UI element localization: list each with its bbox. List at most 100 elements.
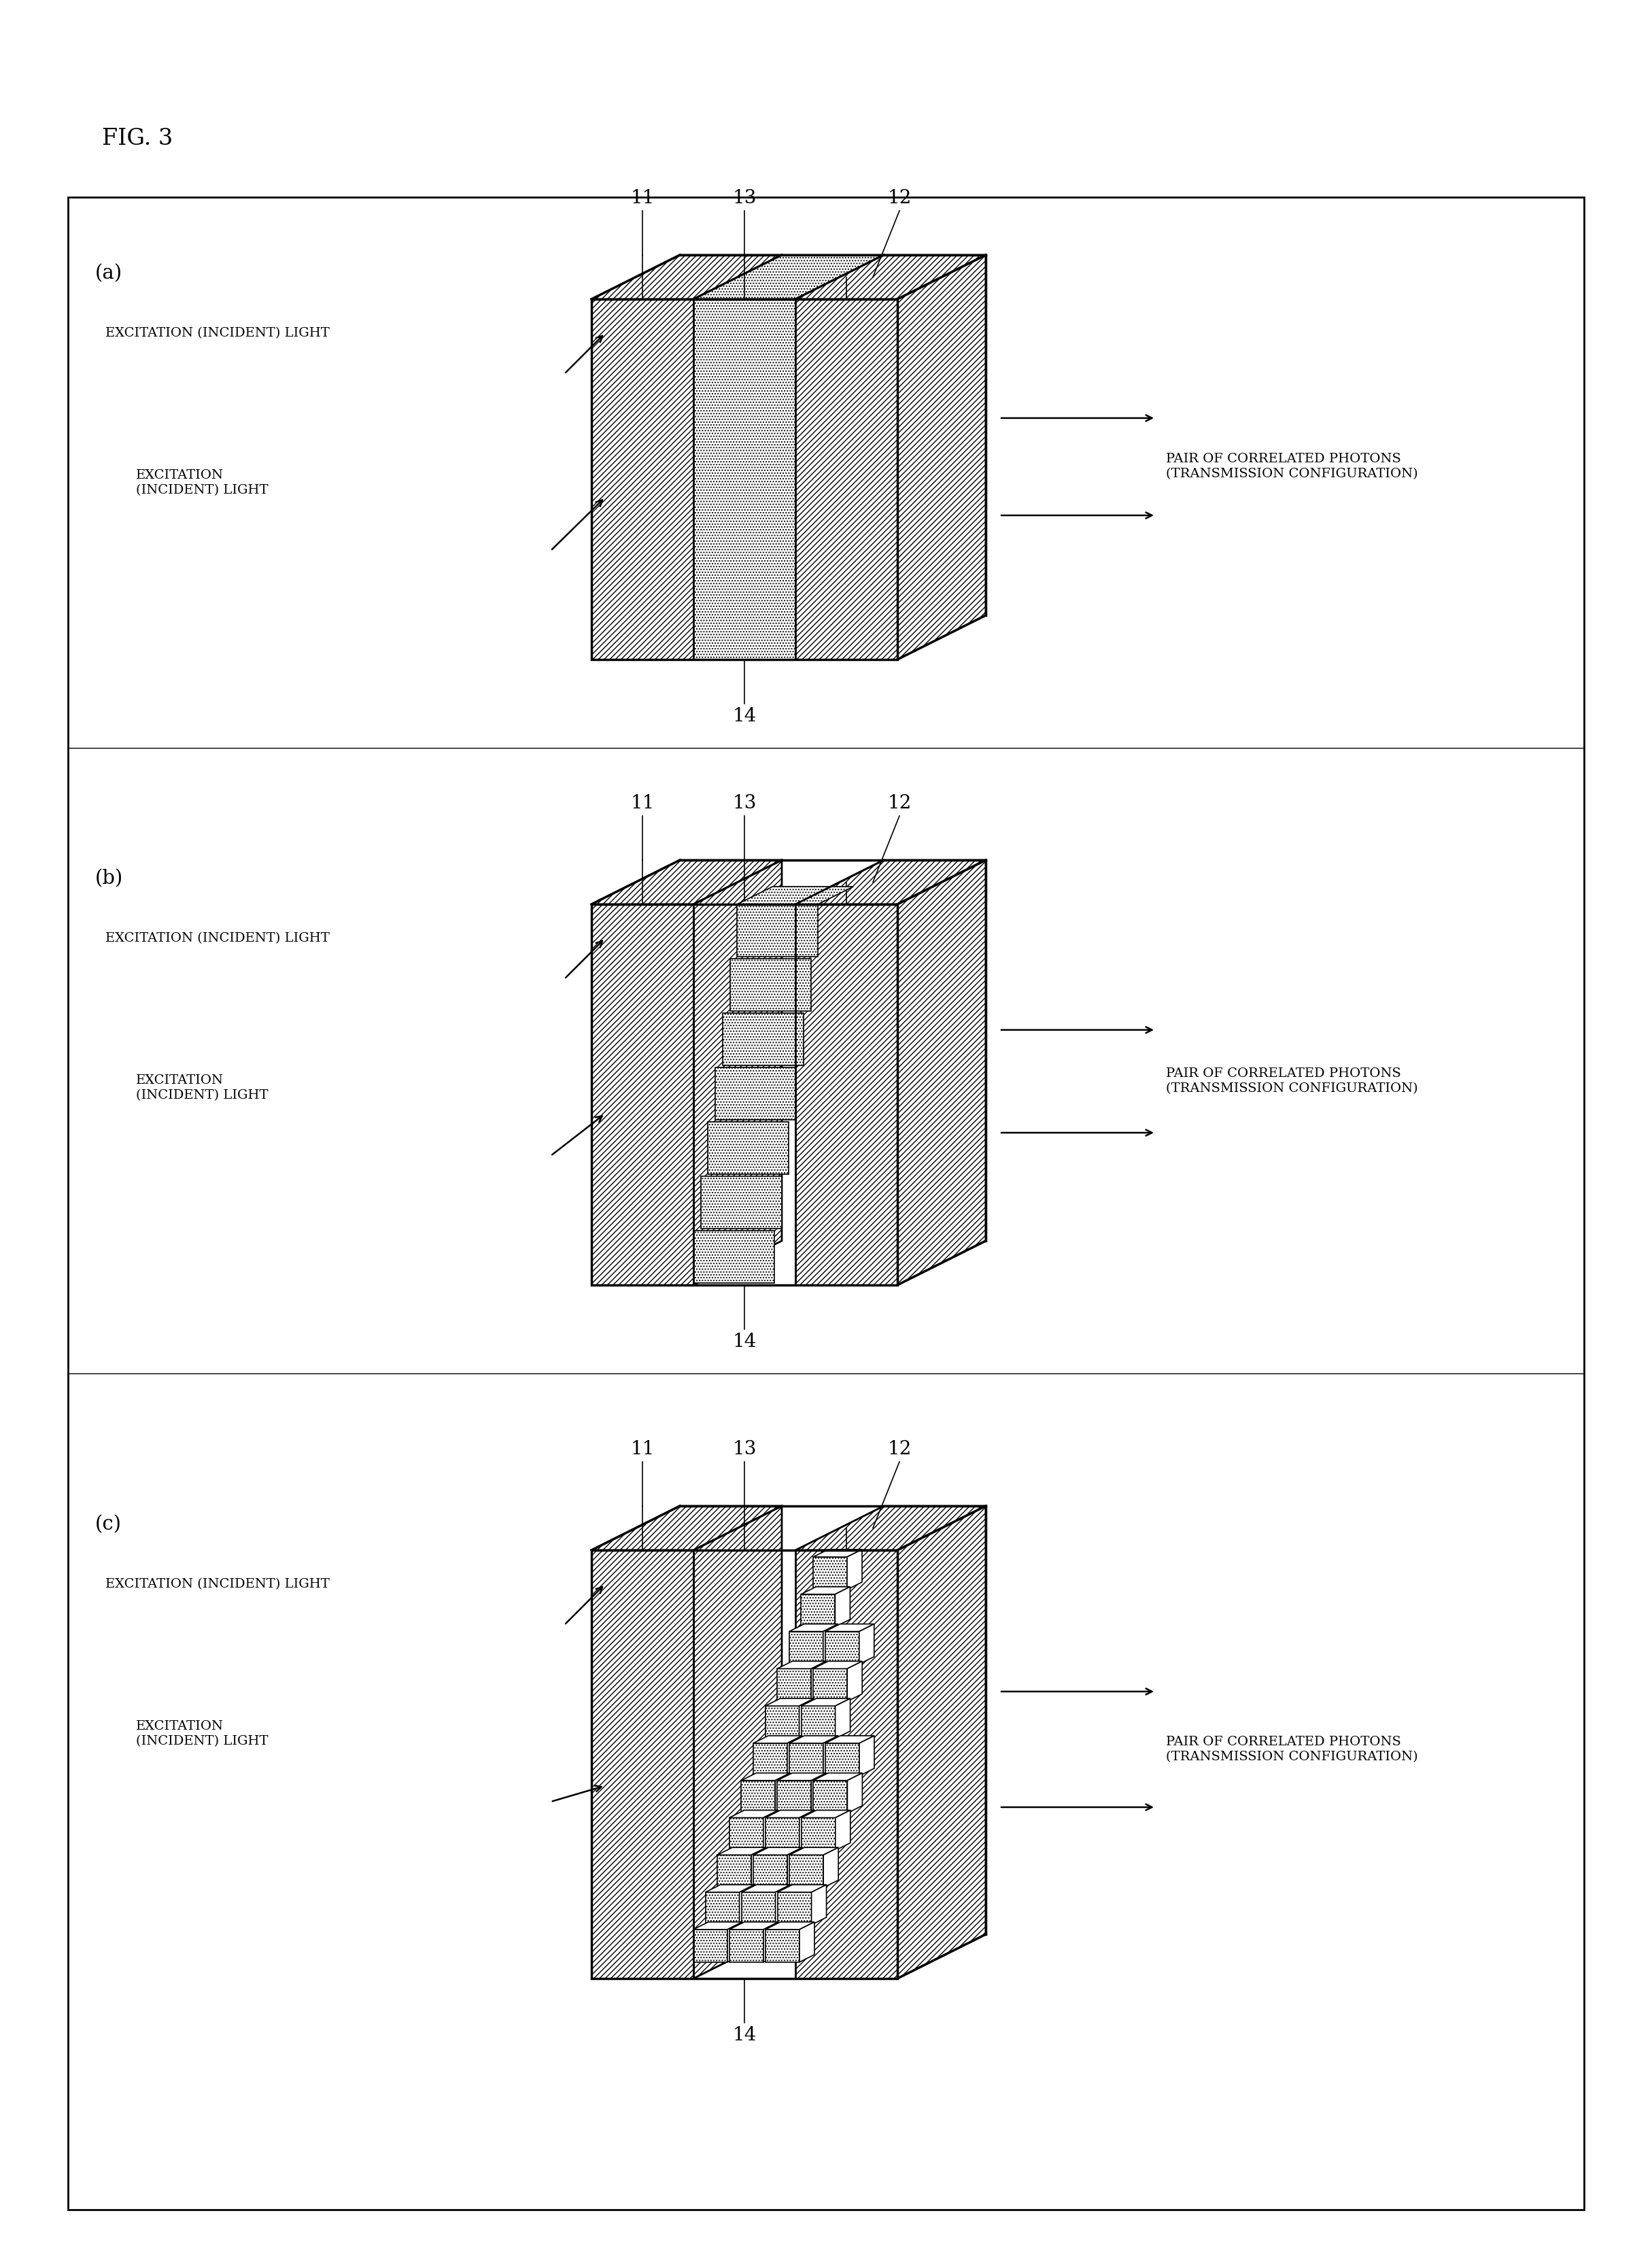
Bar	[790, 1855, 823, 1889]
Bar	[729, 1817, 763, 1850]
Text: 11: 11	[631, 794, 654, 812]
Text: 11: 11	[631, 188, 654, 206]
Bar	[801, 1707, 836, 1738]
Polygon shape	[795, 256, 884, 659]
Polygon shape	[727, 1922, 742, 1963]
Polygon shape	[790, 1624, 838, 1631]
Bar	[591, 904, 897, 1285]
Text: 13: 13	[732, 188, 757, 206]
Bar	[742, 1781, 775, 1812]
Polygon shape	[847, 1662, 862, 1702]
Polygon shape	[591, 859, 781, 904]
Bar	[715, 1068, 796, 1119]
Bar	[778, 1893, 811, 1924]
Polygon shape	[795, 859, 986, 904]
Polygon shape	[730, 1922, 778, 1929]
Text: EXCITATION (INCIDENT) LIGHT: EXCITATION (INCIDENT) LIGHT	[106, 933, 330, 944]
Text: 11: 11	[631, 1440, 654, 1458]
Bar	[591, 298, 694, 659]
Polygon shape	[765, 1922, 814, 1929]
Bar	[591, 298, 897, 659]
Text: 14: 14	[732, 2025, 757, 2043]
Text: EXCITATION (INCIDENT) LIGHT: EXCITATION (INCIDENT) LIGHT	[106, 1579, 330, 1590]
Bar	[753, 1743, 788, 1776]
Polygon shape	[694, 256, 781, 659]
Polygon shape	[859, 1624, 874, 1664]
Polygon shape	[717, 1848, 767, 1855]
Polygon shape	[763, 1810, 778, 1850]
Text: 12: 12	[887, 794, 912, 812]
Bar	[700, 1175, 781, 1229]
Bar	[591, 1550, 897, 1978]
Text: EXCITATION (INCIDENT) LIGHT: EXCITATION (INCIDENT) LIGHT	[106, 327, 330, 339]
Bar	[790, 1743, 823, 1776]
Polygon shape	[801, 1698, 851, 1707]
Polygon shape	[826, 1624, 874, 1631]
Polygon shape	[694, 1922, 742, 1929]
Polygon shape	[795, 1505, 986, 1550]
Text: PAIR OF CORRELATED PHOTONS
(TRANSMISSION CONFIGURATION): PAIR OF CORRELATED PHOTONS (TRANSMISSION…	[1166, 453, 1417, 480]
Bar	[776, 1669, 811, 1702]
Polygon shape	[823, 1624, 838, 1664]
Polygon shape	[694, 1505, 781, 1978]
Text: PAIR OF CORRELATED PHOTONS
(TRANSMISSION CONFIGURATION): PAIR OF CORRELATED PHOTONS (TRANSMISSION…	[1166, 1068, 1417, 1095]
Polygon shape	[591, 256, 781, 298]
Text: (c): (c)	[96, 1514, 122, 1534]
Text: 14: 14	[732, 1332, 757, 1350]
Polygon shape	[897, 1505, 986, 1978]
Bar	[717, 1855, 752, 1889]
Bar	[795, 1550, 897, 1978]
Bar	[765, 1929, 800, 1963]
Bar	[737, 904, 818, 956]
Text: (a): (a)	[96, 265, 122, 283]
Polygon shape	[765, 1810, 814, 1817]
Polygon shape	[823, 1736, 838, 1776]
Bar	[813, 1669, 847, 1702]
Text: 13: 13	[732, 794, 757, 812]
Polygon shape	[800, 1698, 814, 1738]
Polygon shape	[763, 1922, 778, 1963]
Bar	[730, 958, 811, 1012]
Bar	[730, 1929, 763, 1963]
Polygon shape	[800, 1810, 814, 1850]
Polygon shape	[753, 1736, 803, 1743]
Text: FIG. 3: FIG. 3	[102, 128, 173, 150]
Bar	[705, 1893, 740, 1924]
Polygon shape	[775, 1772, 790, 1812]
Bar	[68, 197, 1584, 2209]
Text: 14: 14	[732, 707, 757, 724]
Bar	[753, 1855, 788, 1889]
Text: EXCITATION
(INCIDENT) LIGHT: EXCITATION (INCIDENT) LIGHT	[135, 1720, 268, 1747]
Bar	[790, 1631, 823, 1664]
Bar	[801, 1817, 836, 1850]
Polygon shape	[694, 859, 781, 1285]
Polygon shape	[778, 1772, 826, 1781]
Polygon shape	[737, 886, 854, 904]
Polygon shape	[765, 1698, 814, 1707]
Text: EXCITATION
(INCIDENT) LIGHT: EXCITATION (INCIDENT) LIGHT	[135, 469, 268, 496]
Bar	[765, 1817, 800, 1850]
Bar	[694, 298, 795, 659]
Polygon shape	[729, 1810, 778, 1817]
Polygon shape	[826, 1736, 874, 1743]
Text: 13: 13	[732, 1440, 757, 1458]
Bar	[826, 1743, 859, 1776]
Bar	[795, 298, 897, 659]
Polygon shape	[813, 1772, 862, 1781]
Polygon shape	[811, 1662, 826, 1702]
Bar	[591, 904, 694, 1285]
Bar	[709, 1122, 790, 1173]
Polygon shape	[836, 1698, 851, 1738]
Text: (b): (b)	[96, 868, 124, 888]
Bar	[765, 1707, 800, 1738]
Polygon shape	[847, 1772, 862, 1812]
Polygon shape	[811, 1772, 826, 1812]
Text: 12: 12	[887, 188, 912, 206]
Polygon shape	[836, 1810, 851, 1850]
Bar	[826, 1631, 859, 1664]
Text: EXCITATION
(INCIDENT) LIGHT: EXCITATION (INCIDENT) LIGHT	[135, 1074, 268, 1101]
Bar	[742, 1893, 775, 1924]
Bar	[722, 1014, 803, 1065]
Bar	[801, 1595, 836, 1626]
Polygon shape	[788, 1736, 803, 1776]
